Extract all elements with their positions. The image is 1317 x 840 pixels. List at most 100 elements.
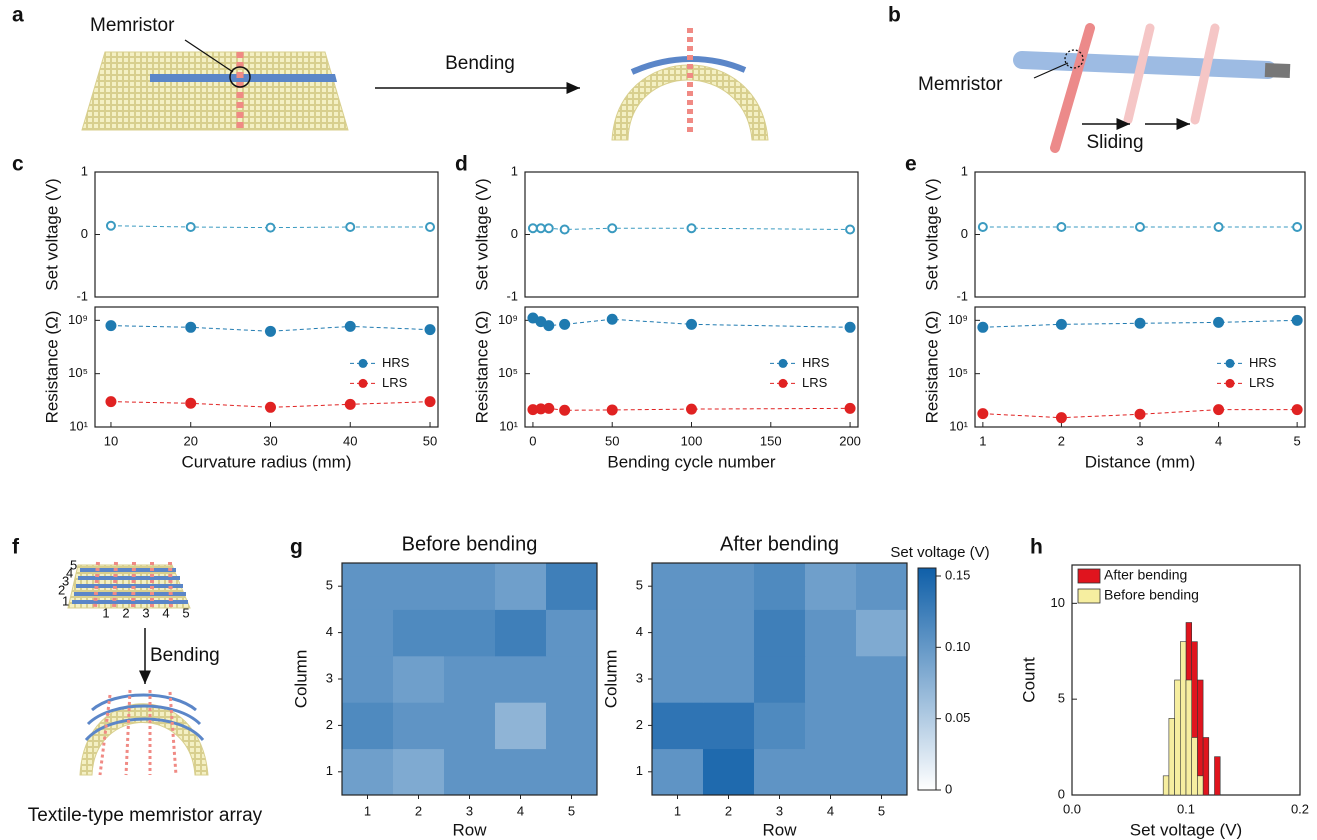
heatmap-cell — [393, 702, 445, 750]
heatmap-cell — [703, 702, 755, 750]
x-tick-label: 200 — [839, 433, 861, 448]
histogram-bar — [1162, 775, 1170, 796]
x-tick-label: 0.0 — [1063, 801, 1081, 816]
panel-label: b — [888, 4, 901, 27]
heatmap-cell — [444, 748, 496, 796]
data-point — [1292, 222, 1303, 232]
colorbar-tick-label: 0.15 — [945, 567, 970, 582]
legend-label: LRS — [382, 375, 408, 390]
x-tick-label: 5 — [568, 803, 575, 818]
data-point — [1291, 314, 1303, 326]
y-tick-label: 3 — [636, 670, 643, 685]
y-tick-label: 10⁵ — [948, 365, 968, 380]
x-tick-label: 50 — [605, 433, 619, 448]
y-tick-label: 10⁵ — [68, 365, 88, 380]
legend-marker — [778, 378, 788, 388]
histogram-bar — [1168, 718, 1175, 796]
series-line — [110, 401, 431, 408]
x-tick-label: 20 — [183, 433, 197, 448]
heatmap-cell — [546, 748, 598, 796]
y-tick-label: 10⁹ — [948, 312, 968, 327]
histogram-bar — [1180, 641, 1187, 796]
heatmap-cell — [805, 702, 857, 750]
label-bending: Bending — [445, 53, 515, 74]
heatmap-cell — [703, 609, 755, 657]
legend-label: After bending — [1104, 567, 1187, 583]
plot-frame — [524, 171, 859, 298]
data-point — [264, 325, 276, 337]
x-axis-label: Curvature radius (mm) — [181, 452, 351, 471]
y-tick-label: 10 — [1051, 595, 1065, 610]
data-point — [977, 321, 989, 333]
y-tick-label: 4 — [636, 624, 643, 639]
y-tick-label: 0 — [81, 226, 88, 241]
heatmap-cell — [652, 702, 704, 750]
heatmap-cell — [652, 563, 704, 610]
y-tick-label: 5 — [636, 578, 643, 593]
row-label: 1 — [62, 593, 69, 608]
heatmap-cell — [342, 655, 394, 703]
heatmap-cell — [856, 702, 908, 750]
data-point — [686, 403, 697, 415]
histogram-bar — [1202, 737, 1210, 796]
heatmap-cell — [444, 655, 496, 703]
legend-swatch — [1077, 568, 1101, 584]
x-tick-label: 2 — [725, 803, 732, 818]
colorbar-tick-label: 0.10 — [945, 639, 970, 654]
data-point — [1135, 222, 1145, 232]
x-tick-label: 0.2 — [1291, 801, 1309, 816]
heatmap-cell — [546, 655, 598, 703]
heatmap-cell — [754, 702, 806, 750]
x-tick-label: 0 — [529, 433, 536, 448]
y-tick-label: 0 — [961, 226, 968, 241]
heatmap-cell — [495, 702, 547, 750]
y-tick-label: 0 — [1058, 786, 1065, 801]
data-point — [844, 402, 856, 414]
legend-label: HRS — [802, 355, 830, 370]
legend-label: HRS — [382, 355, 410, 370]
panel-label: e — [905, 153, 917, 176]
illustration-f — [67, 561, 209, 776]
y-tick-label: 10⁹ — [498, 312, 518, 327]
heatmap-cell — [805, 655, 857, 703]
heatmap-cell — [754, 748, 806, 796]
panel-label: f — [12, 536, 20, 559]
heatmap-cell — [444, 609, 496, 657]
y-tick-label: 5 — [1058, 691, 1065, 706]
label-bending: Bending — [150, 645, 220, 666]
y-axis-label: Count — [1019, 657, 1038, 703]
x-axis-label: Row — [452, 820, 487, 839]
data-point — [559, 318, 571, 330]
data-point — [185, 321, 197, 333]
y-axis-label: Resistance (Ω) — [42, 311, 61, 424]
data-point — [686, 318, 697, 330]
heatmap-cell — [342, 609, 394, 657]
data-point — [844, 321, 856, 333]
plot-frame — [94, 306, 439, 428]
y-tick-label: 10⁹ — [68, 312, 88, 327]
histogram-bar — [1191, 737, 1198, 796]
data-point — [185, 397, 197, 409]
heatmap-cell — [393, 748, 445, 796]
data-point — [607, 223, 618, 234]
row-label: 4 — [66, 565, 73, 580]
heatmap-cell — [393, 563, 445, 610]
legend-marker — [1225, 378, 1235, 388]
legend-label: HRS — [1249, 355, 1277, 370]
illustration-a — [81, 28, 769, 141]
y-tick-label: 10¹ — [499, 418, 518, 433]
data-point — [1291, 404, 1303, 416]
heatmap-cell — [546, 702, 598, 750]
y-axis-label: Set voltage (V) — [42, 178, 61, 290]
data-point — [977, 408, 989, 420]
panel-label: h — [1030, 536, 1043, 559]
heatmap-cell — [444, 702, 496, 750]
data-point — [265, 222, 276, 233]
data-point — [425, 222, 436, 232]
data-point — [264, 401, 276, 413]
x-tick-label: 0.1 — [1177, 801, 1195, 816]
plot-frame — [974, 171, 1306, 298]
x-tick-label: 1 — [364, 803, 371, 818]
data-point — [105, 320, 117, 332]
